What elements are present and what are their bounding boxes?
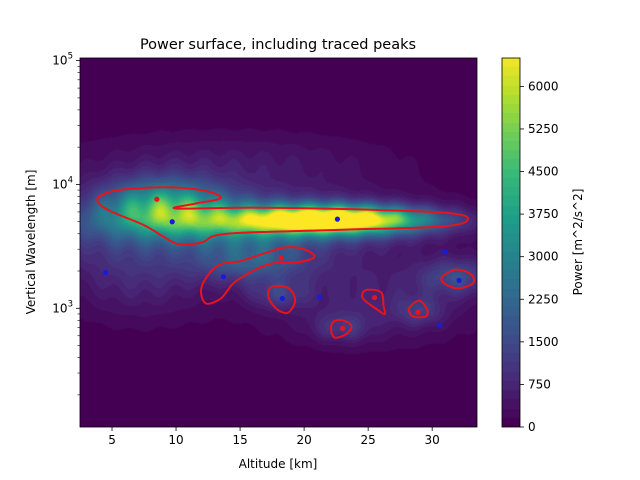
traced-peak-blue-point	[220, 274, 227, 280]
traced-peak-blue-point	[437, 322, 443, 328]
x-tick-label: 10	[168, 433, 183, 447]
traced-peak-blue-point	[169, 219, 175, 225]
traced-peak-red-point	[415, 309, 421, 315]
colorbar-frame	[501, 57, 521, 428]
traced-peak-blue-point	[316, 294, 323, 300]
traced-peak-blue-point	[334, 216, 341, 222]
colorbar-tick-label: 0	[528, 420, 536, 434]
y-axis-ticks: 103 104 105	[52, 52, 80, 396]
x-tick-label: 20	[296, 433, 311, 447]
peak-contour	[329, 319, 353, 339]
peak-markers	[103, 196, 462, 331]
x-tick-label: 15	[232, 433, 247, 447]
power-surface-image	[80, 58, 477, 427]
traced-peak-blue-point	[279, 295, 285, 302]
x-tick-label: 30	[425, 433, 440, 447]
colorbar-tick-label: 6000	[528, 79, 559, 93]
colorbar-tick-label: 1500	[528, 335, 559, 349]
peak-contours	[96, 186, 476, 339]
traced-peak-red-point	[154, 196, 160, 202]
heatmap-surface	[80, 58, 477, 427]
colorbar-ticks: 0 750 1500 2250 3000 3750 4500 5250 6000	[520, 79, 559, 434]
y-axis-label: Vertical Wavelength [m]	[24, 170, 38, 315]
plot-frame	[79, 57, 478, 428]
colorbar-gradient	[502, 58, 520, 427]
y-tick-label: 105	[52, 52, 73, 68]
colorbar-tick-label: 5250	[528, 122, 559, 136]
colorbar-tick-label: 3000	[528, 250, 559, 264]
traced-peak-red-point	[371, 294, 378, 301]
traced-peak-blue-point	[103, 269, 109, 275]
traced-peak-blue-point	[442, 249, 448, 255]
peak-contour	[407, 299, 429, 319]
traced-peak-blue-point	[456, 277, 462, 283]
peak-contour	[200, 246, 316, 305]
traced-peak-red-point	[339, 325, 346, 331]
x-tick-label: 25	[361, 433, 376, 447]
colorbar-tick-label: 4500	[528, 165, 559, 179]
x-axis-label: Altitude [km]	[239, 457, 318, 471]
traced-peak-red-point	[278, 255, 284, 261]
peak-contour	[267, 284, 297, 315]
y-tick-label: 104	[52, 175, 73, 191]
chart-title: Power surface, including traced peaks	[140, 37, 416, 53]
peak-contour	[440, 268, 476, 290]
peak-contour	[96, 186, 470, 246]
colorbar-tick-label: 3750	[528, 207, 559, 221]
x-axis-ticks: 5 10 15 20 25 30	[108, 427, 440, 447]
colorbar-tick-label: 750	[528, 377, 551, 391]
y-tick-label: 103	[52, 299, 73, 315]
colorbar-label: Power [m^2/s^2]	[571, 189, 585, 296]
colorbar-tick-label: 2250	[528, 292, 559, 306]
colorbar: 0 750 1500 2250 3000 3750 4500 5250 6000 Power […	[501, 57, 585, 434]
peak-contour	[361, 288, 387, 316]
x-tick-label: 5	[108, 433, 116, 447]
